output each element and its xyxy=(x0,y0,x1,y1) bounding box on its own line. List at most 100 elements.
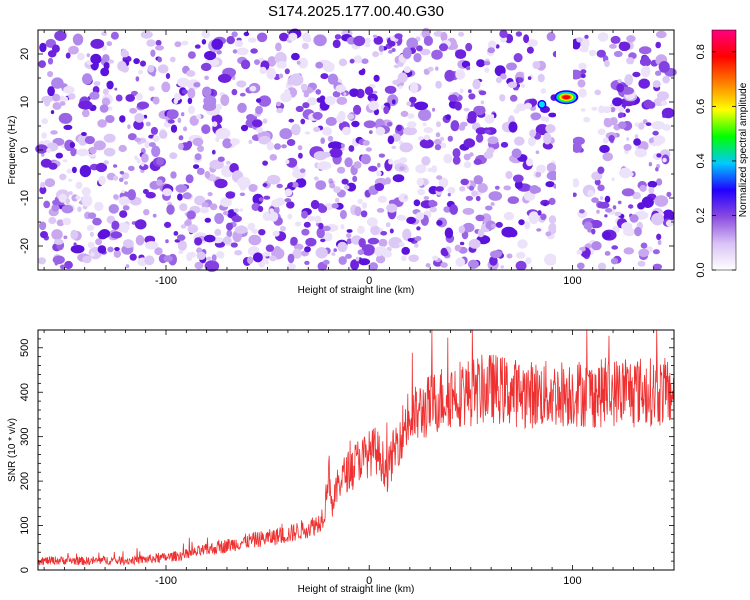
heatmap-cell xyxy=(231,215,242,223)
heatmap-cell xyxy=(211,38,223,50)
heatmap-cell xyxy=(54,238,64,245)
heatmap-cell xyxy=(87,241,95,249)
heatmap-cell xyxy=(579,209,585,214)
heatmap-cell xyxy=(350,259,360,271)
heatmap-cell xyxy=(204,50,217,61)
heatmap-cell xyxy=(469,152,474,157)
heatmap-cell xyxy=(100,67,110,77)
heatmap-cell xyxy=(258,229,266,236)
heatmap-cell xyxy=(490,250,502,259)
heatmap-cell xyxy=(648,137,655,144)
heatmap-cell xyxy=(68,178,73,182)
heatmap-cell xyxy=(135,235,145,246)
heatmap-cell xyxy=(526,158,534,167)
heatmap-cell xyxy=(364,86,374,96)
heatmap-cell xyxy=(152,213,157,218)
heatmap-cell xyxy=(217,156,225,162)
heatmap-cell xyxy=(51,77,64,89)
heatmap-cell xyxy=(291,52,300,61)
figure-title: S174.2025.177.00.40.G30 xyxy=(268,3,444,20)
heatmap-cell xyxy=(302,32,311,42)
heatmap-cell xyxy=(226,222,233,231)
heatmap-cell xyxy=(629,172,634,177)
heatmap-cell xyxy=(525,257,532,265)
heatmap-cell xyxy=(50,110,55,115)
heatmap-cell xyxy=(144,255,155,266)
heatmap-cell xyxy=(272,230,280,237)
heatmap-cell xyxy=(652,249,660,255)
heatmap-cell xyxy=(386,203,398,213)
heatmap-cell xyxy=(374,246,384,257)
heatmap-cell xyxy=(367,237,380,245)
heatmap-cell xyxy=(641,196,654,208)
heatmap-cell xyxy=(182,192,192,200)
heatmap-cell xyxy=(378,238,388,247)
heatmap-cell xyxy=(155,45,164,51)
heatmap-cell xyxy=(540,88,547,94)
heatmap-cell xyxy=(201,30,211,39)
heatmap-cell xyxy=(225,160,231,165)
colorbar-tick-label: 0.8 xyxy=(695,44,707,59)
heatmap-cell xyxy=(506,253,513,259)
heatmap-cell xyxy=(413,53,422,63)
heatmap-cell xyxy=(145,241,159,250)
heatmap-cell xyxy=(618,121,627,129)
heatmap-cell xyxy=(320,73,329,80)
heatmap-cell xyxy=(229,163,239,173)
heatmap-cell xyxy=(655,167,659,172)
heatmap-cell xyxy=(170,124,178,133)
heatmap-cell xyxy=(545,181,555,188)
heatmap-cell xyxy=(152,96,160,105)
heatmap-cell xyxy=(318,205,328,213)
heatmap-cell xyxy=(406,216,416,224)
heatmap-cell xyxy=(513,108,520,114)
heatmap-cell xyxy=(186,70,196,77)
heatmap-cell xyxy=(73,242,77,247)
heatmap-cell xyxy=(186,140,193,149)
heatmap-cell xyxy=(152,135,160,142)
heatmap-cell xyxy=(226,229,233,238)
heatmap-cell xyxy=(295,105,304,113)
heatmap-cell xyxy=(503,185,512,191)
heatmap-cell xyxy=(290,236,298,246)
heatmap-cell xyxy=(429,206,438,213)
heatmap-cell xyxy=(157,64,169,74)
heatmap-cell xyxy=(59,173,67,181)
heatmap-cell xyxy=(204,217,211,223)
heatmap-cell xyxy=(626,137,630,141)
heatmap-cell xyxy=(46,148,51,153)
heatmap-cell xyxy=(455,257,466,267)
snr-x-label: Height of straight line (km) xyxy=(298,584,415,595)
heatmap-cell xyxy=(343,92,347,96)
heatmap-cell xyxy=(407,238,414,242)
heatmap-cell xyxy=(591,106,598,111)
heatmap-cell xyxy=(76,52,85,61)
heatmap-cell xyxy=(408,254,420,262)
heatmap-cell xyxy=(381,249,392,258)
heatmap-cell xyxy=(71,166,77,174)
heatmap-cell xyxy=(623,247,635,255)
heatmap-cell xyxy=(266,67,277,80)
heatmap-cell xyxy=(597,184,605,192)
heatmap-cell xyxy=(47,86,55,97)
heatmap-cell xyxy=(70,244,85,254)
heatmap-cell xyxy=(262,183,268,187)
heatmap-cell xyxy=(201,124,211,135)
heatmap-cell xyxy=(536,228,542,232)
heatmap-cell xyxy=(323,61,335,73)
heatmap-cell xyxy=(183,126,188,132)
heatmap-cell xyxy=(584,34,589,39)
heatmap-cell xyxy=(204,260,220,272)
heatmap-cell xyxy=(443,153,453,164)
heatmap-cell xyxy=(70,147,77,157)
heatmap-cell xyxy=(396,214,407,221)
heatmap-cell xyxy=(287,253,295,264)
heatmap-cell xyxy=(572,178,580,188)
heatmap-cell xyxy=(467,259,479,269)
heatmap-cell xyxy=(537,73,545,83)
heatmap-cell xyxy=(322,151,331,158)
heatmap-cell xyxy=(500,265,505,269)
heatmap-cell xyxy=(233,208,239,213)
heatmap-cell xyxy=(535,124,549,136)
